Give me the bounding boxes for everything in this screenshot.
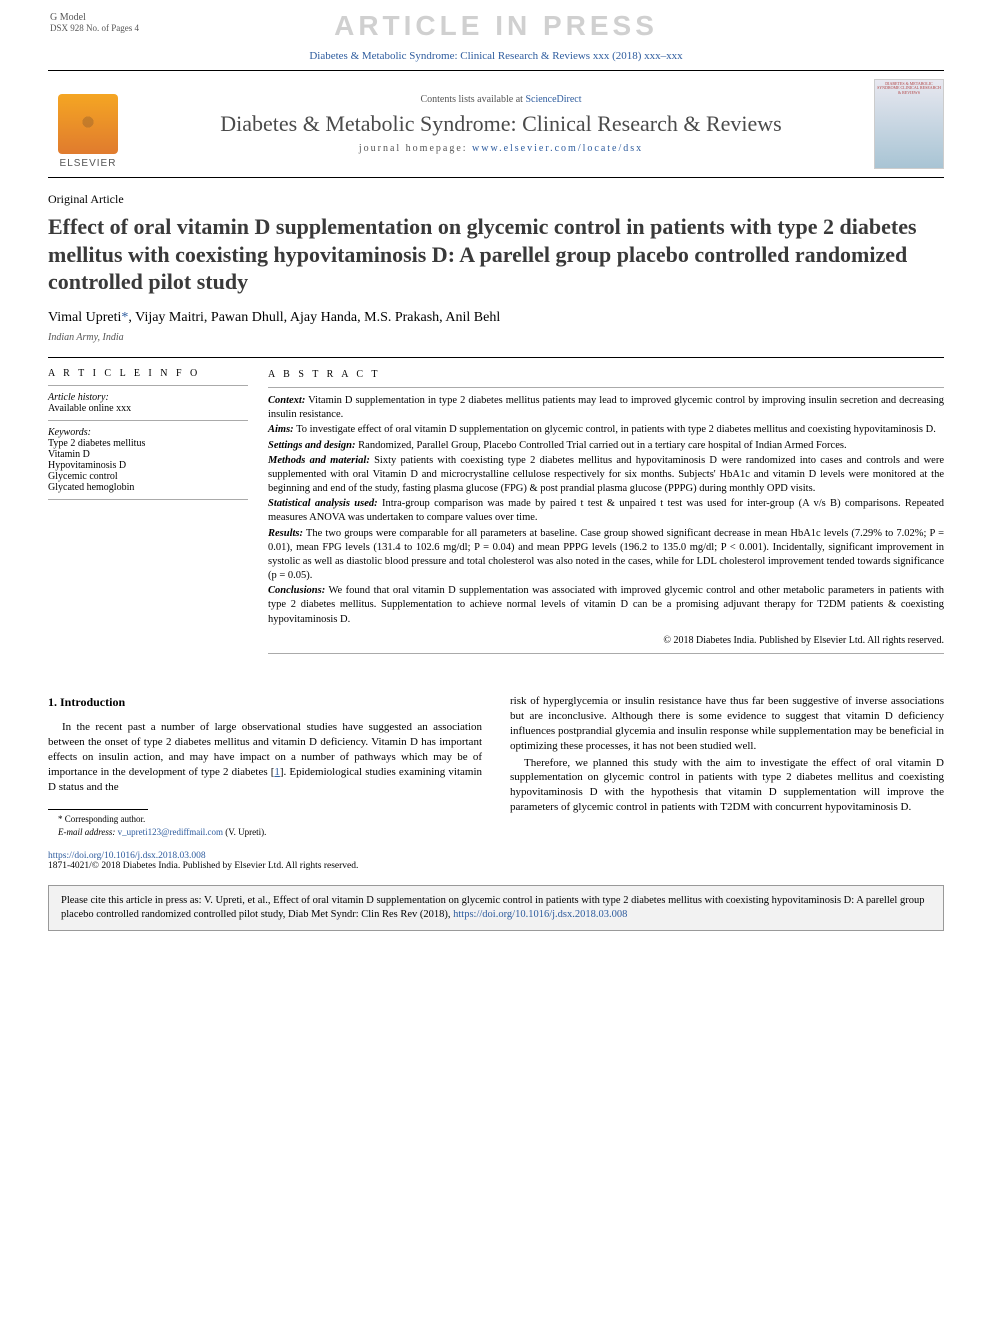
left-column: 1. Introduction In the recent past a num… <box>48 694 482 841</box>
homepage-prefix: journal homepage: <box>359 143 472 154</box>
intro-heading: 1. Introduction <box>48 694 482 710</box>
abstract-section-label: Aims: <box>268 424 294 435</box>
right-column: risk of hyperglycemia or insulin resista… <box>510 694 944 841</box>
journal-cover-thumbnail: DIABETES & METABOLIC SYNDROME CLINICAL R… <box>874 79 944 169</box>
abstract-section-text: We found that oral vitamin D supplementa… <box>268 585 944 624</box>
corr-author-note: * Corresponding author. <box>48 814 482 826</box>
abstract-section-text: Randomized, Parallel Group, Placebo Cont… <box>356 440 847 451</box>
article-title: Effect of oral vitamin D supplementation… <box>48 213 944 296</box>
history-value: Available online xxx <box>48 403 248 414</box>
body-columns: 1. Introduction In the recent past a num… <box>48 694 944 841</box>
keywords-label: Keywords: <box>48 427 248 438</box>
email-label: E-mail address: <box>58 827 118 837</box>
authors-rest: , Vijay Maitri, Pawan Dhull, Ajay Handa,… <box>128 310 500 325</box>
abstract-section-label: Results: <box>268 528 303 539</box>
abstract-section-label: Conclusions: <box>268 585 325 596</box>
gmodel-line2: DSX 928 No. of Pages 4 <box>50 23 139 33</box>
abstract-section-label: Statistical analysis used: <box>268 498 378 509</box>
elsevier-logo: ELSEVIER <box>48 79 128 169</box>
email-suffix: (V. Upreti). <box>223 827 266 837</box>
article-info-heading: A R T I C L E I N F O <box>48 368 248 379</box>
abstract-section-label: Settings and design: <box>268 440 356 451</box>
cite-doi-link[interactable]: https://doi.org/10.1016/j.dsx.2018.03.00… <box>453 909 627 920</box>
keyword: Type 2 diabetes mellitus <box>48 438 248 449</box>
abstract-section-text: Sixty patients with coexisting type 2 di… <box>268 455 944 494</box>
abstract-body: Context: Vitamin D supplementation in ty… <box>268 387 944 627</box>
affiliation: Indian Army, India <box>48 332 944 343</box>
gmodel-header: G Model DSX 928 No. of Pages 4 <box>50 12 139 33</box>
issn-copyright: 1871-4021/© 2018 Diabetes India. Publish… <box>48 861 358 871</box>
gmodel-line1: G Model <box>50 12 139 23</box>
homepage-link[interactable]: www.elsevier.com/locate/dsx <box>472 143 643 154</box>
doi-block: https://doi.org/10.1016/j.dsx.2018.03.00… <box>48 851 944 871</box>
email-line: E-mail address: v_upreti123@rediffmail.c… <box>48 827 482 839</box>
article-type: Original Article <box>48 192 944 207</box>
footnote-rule <box>48 809 148 810</box>
intro-p2: risk of hyperglycemia or insulin resista… <box>510 694 944 753</box>
contents-prefix: Contents lists available at <box>420 94 525 105</box>
info-abstract-row: A R T I C L E I N F O Article history: A… <box>48 357 944 665</box>
history-label: Article history: <box>48 392 248 403</box>
elsevier-tree-icon <box>58 94 118 154</box>
elsevier-text: ELSEVIER <box>60 158 117 169</box>
abstract-section-text: The two groups were comparable for all p… <box>268 528 944 582</box>
contents-list-line: Contents lists available at ScienceDirec… <box>140 94 862 105</box>
keywords-block: Keywords: Type 2 diabetes mellitus Vitam… <box>48 420 248 500</box>
email-link[interactable]: v_upreti123@rediffmail.com <box>118 827 223 837</box>
abstract-section-label: Context: <box>268 395 305 406</box>
journal-homepage-line: journal homepage: www.elsevier.com/locat… <box>140 143 862 154</box>
keyword: Glycemic control <box>48 471 248 482</box>
keyword: Vitamin D <box>48 449 248 460</box>
journal-name: Diabetes & Metabolic Syndrome: Clinical … <box>140 111 862 137</box>
article-info-column: A R T I C L E I N F O Article history: A… <box>48 358 268 665</box>
abstract-section-label: Methods and material: <box>268 455 370 466</box>
history-block: Article history: Available online xxx <box>48 385 248 420</box>
author-first: Vimal Upreti <box>48 310 121 325</box>
header-center: Contents lists available at ScienceDirec… <box>128 94 874 154</box>
intro-p3: Therefore, we planned this study with th… <box>510 756 944 815</box>
abstract-column: A B S T R A C T Context: Vitamin D suppl… <box>268 358 944 665</box>
author-list: Vimal Upreti*, Vijay Maitri, Pawan Dhull… <box>48 310 944 326</box>
sciencedirect-link[interactable]: ScienceDirect <box>525 94 581 105</box>
keyword: Hypovitaminosis D <box>48 460 248 471</box>
doi-link[interactable]: https://doi.org/10.1016/j.dsx.2018.03.00… <box>48 851 206 861</box>
in-press-watermark: ARTICLE IN PRESS <box>0 0 992 46</box>
intro-p1: In the recent past a number of large obs… <box>48 720 482 794</box>
abstract-heading: A B S T R A C T <box>268 368 944 382</box>
abstract-section-text: To investigate effect of oral vitamin D … <box>294 424 936 435</box>
keyword: Glycated hemoglobin <box>48 482 248 493</box>
cite-box: Please cite this article in press as: V.… <box>48 885 944 931</box>
abstract-copyright: © 2018 Diabetes India. Published by Else… <box>268 628 944 655</box>
abstract-section-text: Vitamin D supplementation in type 2 diab… <box>268 395 944 420</box>
journal-header: ELSEVIER Contents lists available at Sci… <box>48 70 944 178</box>
running-citation: Diabetes & Metabolic Syndrome: Clinical … <box>0 46 992 70</box>
